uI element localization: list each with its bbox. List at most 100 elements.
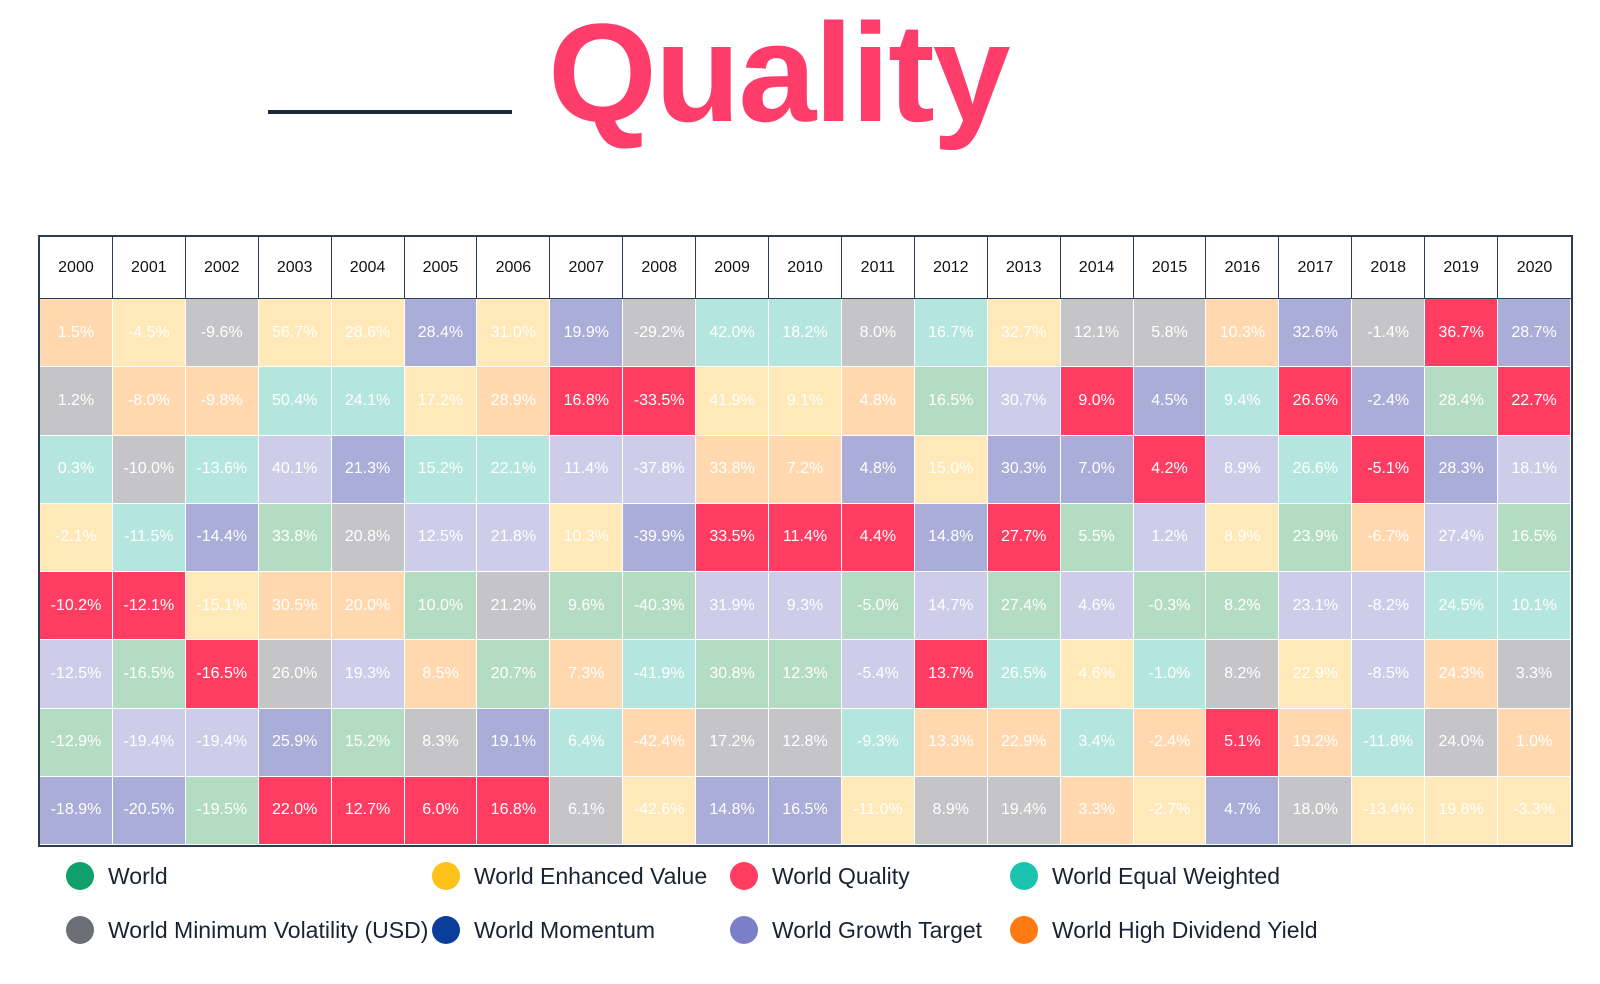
table-cell: 12.8% [769,708,842,777]
table-cell: 11.4% [769,503,842,572]
table-cell: 19.8% [1425,776,1499,845]
table-cell: 4.8% [841,435,915,504]
table-cell: 4.6% [1060,572,1134,641]
column-header-2011: 2011 [841,237,915,299]
column-header-2019: 2019 [1425,237,1499,299]
table-cell: 1.5% [40,299,113,368]
table-cell: -9.3% [841,708,915,777]
table-cell: 3.3% [1060,776,1134,845]
legend: World World Enhanced Value World Quality Wo… [0,862,1600,980]
legend-label: World Equal Weighted [1052,862,1281,889]
table-cell: 4.2% [1133,435,1207,504]
table-cell: -5.0% [841,572,915,641]
column-header-2016: 2016 [1206,237,1280,299]
table-cell: -42.4% [623,708,697,777]
table-cell: 36.7% [1425,299,1499,368]
legend-label: World Growth Target [772,916,983,943]
table-cell: -2.7% [1133,776,1207,845]
table-cell: 42.0% [696,299,770,368]
table-cell: 16.5% [769,776,842,845]
table-cell: 5.1% [1206,708,1280,777]
table-cell: -8.5% [1352,640,1426,709]
table-cell: -12.5% [40,640,113,709]
table-cell: 26.5% [987,640,1061,709]
table-cell: 5.8% [1133,299,1207,368]
table-cell: 8.2% [1206,640,1280,709]
table-cell: 4.5% [1133,367,1207,436]
table-cell: -10.0% [112,435,186,504]
table-cell: 4.8% [841,367,915,436]
table-cell: 8.0% [841,299,915,368]
table-cell: 17.2% [404,367,478,436]
table-cell: 15.0% [914,435,988,504]
table-cell: -11.0% [841,776,915,845]
table-cell: -8.0% [112,367,186,436]
table-cell: -33.5% [623,367,697,436]
table-cell: 50.4% [258,367,332,436]
table-cell: 27.4% [1425,503,1499,572]
table-cell: 19.3% [331,640,405,709]
column-header-2014: 2014 [1060,237,1134,299]
table-cell: 26.6% [1279,367,1353,436]
table-cell: 40.1% [258,435,332,504]
table-cell: 14.8% [696,776,770,845]
table-cell: -8.2% [1352,572,1426,641]
table-cell: 19.9% [550,299,624,368]
table-cell: 5.5% [1060,503,1134,572]
legend-item: World Momentum [432,916,655,944]
legend-dot-icon [432,916,460,944]
table-cell: 12.3% [769,640,842,709]
column-header-2007: 2007 [550,237,624,299]
table-cell: 3.4% [1060,708,1134,777]
title-area: Quality [0,0,1600,160]
table-cell: 4.4% [841,503,915,572]
column-header-2018: 2018 [1352,237,1426,299]
table-cell: 28.4% [404,299,478,368]
column-header-2012: 2012 [914,237,988,299]
legend-label: World Quality [772,862,910,889]
table-cell: -19.4% [185,708,259,777]
table-cell: 14.7% [914,572,988,641]
table-cell: 8.9% [1206,503,1280,572]
table-cell: 9.6% [550,572,624,641]
table-cell: 1.0% [1498,708,1571,777]
table-cell: 22.7% [1498,367,1571,436]
table-cell: 6.1% [550,776,624,845]
table-cell: -13.4% [1352,776,1426,845]
legend-item: World Enhanced Value [432,862,707,890]
table-cell: 0.3% [40,435,113,504]
table-cell: 24.1% [331,367,405,436]
legend-label: World Momentum [474,916,656,943]
table-cell: 8.9% [1206,435,1280,504]
table-cell: 15.2% [331,708,405,777]
table-cell: 18.1% [1498,435,1571,504]
table-cell: 19.1% [477,708,551,777]
table-cell: -37.8% [623,435,697,504]
table-cell: 20.0% [331,572,405,641]
table-cell: -12.9% [40,708,113,777]
legend-dot-icon [66,862,94,890]
table-cell: 4.6% [1060,640,1134,709]
table-cell: 26.6% [1279,435,1353,504]
table-cell: -13.6% [185,435,259,504]
table-cell: -18.9% [40,776,113,845]
table-cell: -16.5% [112,640,186,709]
table-cell: 1.2% [40,367,113,436]
column-header-2000: 2000 [40,237,113,299]
table-cell: 31.9% [696,572,770,641]
table-cell: 8.9% [914,776,988,845]
legend-item: World High Dividend Yield [1010,916,1318,944]
table-cell: 13.3% [914,708,988,777]
legend-dot-icon [1010,916,1038,944]
table-cell: 23.1% [1279,572,1353,641]
table-cell: 17.2% [696,708,770,777]
table-cell: -1.4% [1352,299,1426,368]
legend-label: World High Dividend Yield [1052,916,1318,943]
column-header-2006: 2006 [477,237,551,299]
table-cell: 32.6% [1279,299,1353,368]
column-header-2005: 2005 [404,237,478,299]
table-cell: 27.4% [987,572,1061,641]
column-header-2008: 2008 [623,237,697,299]
table-cell: -39.9% [623,503,697,572]
table-cell: 24.5% [1425,572,1499,641]
